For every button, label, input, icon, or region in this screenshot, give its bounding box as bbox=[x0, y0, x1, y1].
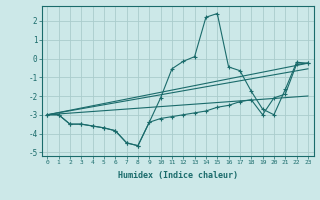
X-axis label: Humidex (Indice chaleur): Humidex (Indice chaleur) bbox=[118, 171, 237, 180]
